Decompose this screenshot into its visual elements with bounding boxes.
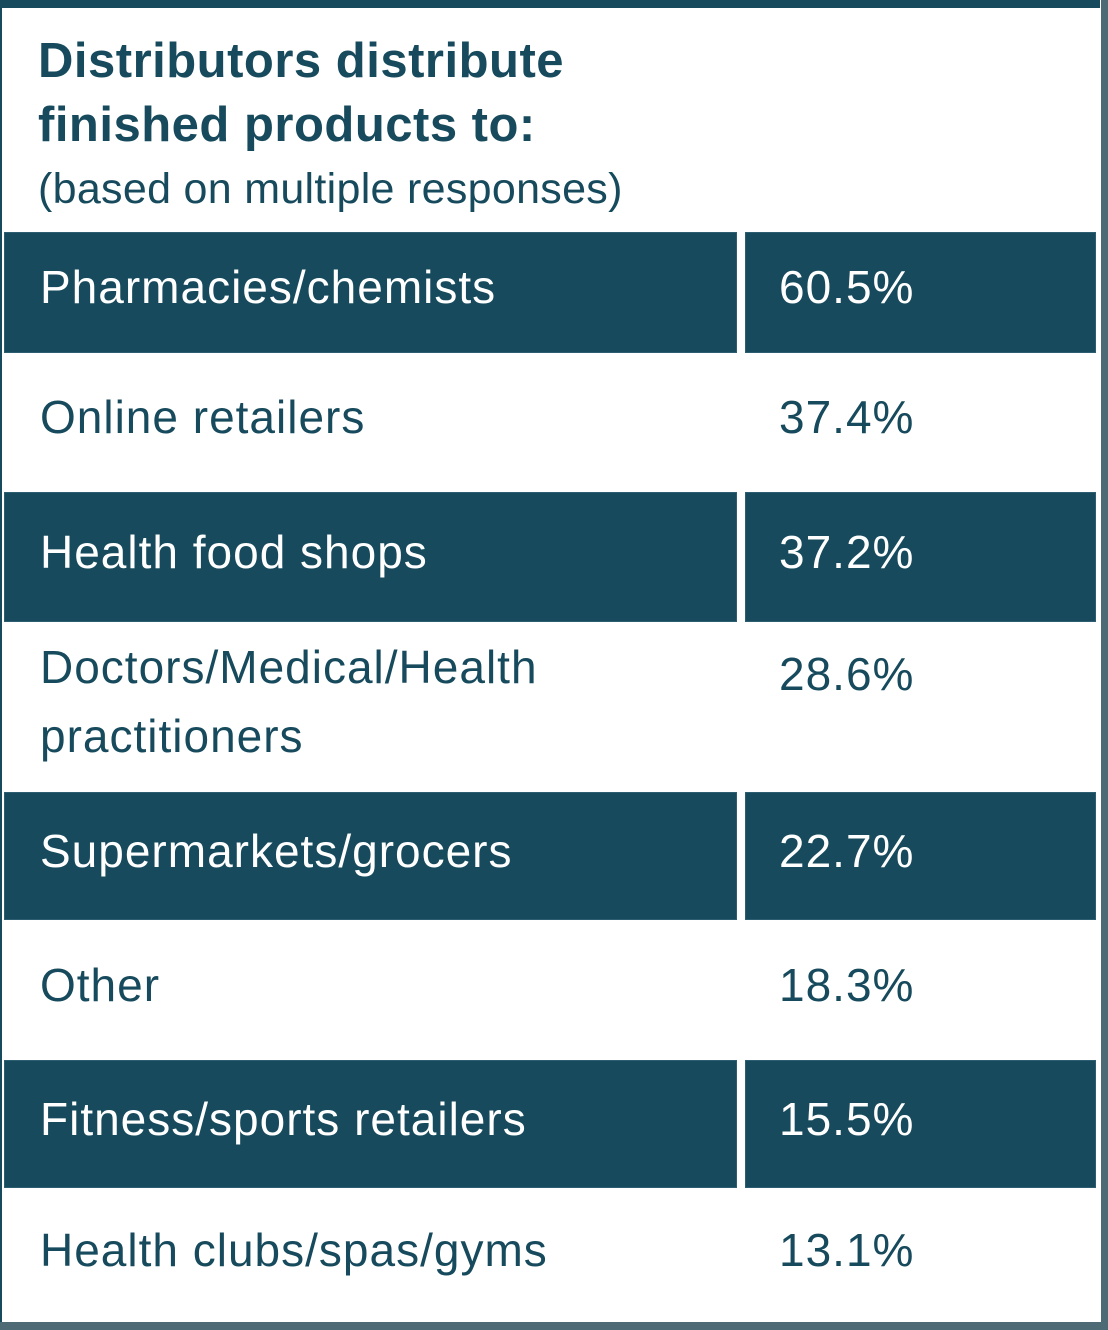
row-value: 37.4% (779, 391, 915, 443)
row-value: 18.3% (779, 958, 915, 1011)
frame-border-top (0, 0, 1100, 8)
row-label: Pharmacies/chemists (4, 232, 737, 353)
column-divider (737, 792, 745, 920)
row-value: 28.6% (779, 648, 915, 700)
table-title-line2: finished products to: (38, 97, 536, 152)
row-label: Doctors/Medical/Health practitioners (40, 641, 538, 762)
row-value: 22.7% (745, 792, 1096, 920)
row-value: 37.2% (745, 492, 1096, 622)
row-label: Supermarkets/grocers (4, 792, 737, 920)
table-row: Other 18.3% (4, 920, 1101, 1060)
row-value: 13.1% (779, 1223, 915, 1276)
column-divider (737, 1188, 745, 1322)
table-row: Supermarkets/grocers 22.7% (4, 792, 1101, 920)
table-row: Online retailers 37.4% (4, 353, 1101, 492)
row-label: Other (40, 958, 161, 1011)
column-divider (737, 492, 745, 622)
row-label: Online retailers (40, 391, 366, 443)
row-label: Fitness/sports retailers (4, 1060, 737, 1188)
row-value: 15.5% (745, 1060, 1096, 1188)
table-subtitle: (based on multiple responses) (38, 165, 623, 214)
frame-border-bottom (0, 1322, 1108, 1330)
table-row: Health clubs/spas/gyms 13.1% (4, 1188, 1101, 1322)
column-divider (737, 232, 745, 353)
table-title-line1: Distributors distribute (38, 34, 565, 88)
frame-border-right (1101, 0, 1108, 1330)
column-divider (737, 1060, 745, 1188)
table-header: Distributors distribute finished product… (2, 8, 1101, 232)
table-title: Distributors distribute finished product… (38, 30, 1071, 157)
column-divider (737, 353, 745, 492)
table-row: Pharmacies/chemists 60.5% (4, 232, 1101, 353)
table-rows: Pharmacies/chemists 60.5% Online retaile… (2, 232, 1101, 1322)
table-row: Doctors/Medical/Health practitioners 28.… (4, 622, 1101, 792)
table-row: Health food shops 37.2% (4, 492, 1101, 622)
row-label: Health food shops (4, 492, 737, 622)
row-label: Health clubs/spas/gyms (40, 1223, 548, 1276)
row-value: 60.5% (745, 232, 1096, 353)
column-divider (737, 622, 745, 792)
table-row: Fitness/sports retailers 15.5% (4, 1060, 1101, 1188)
frame-border-left (0, 8, 2, 1322)
column-divider (737, 920, 745, 1060)
